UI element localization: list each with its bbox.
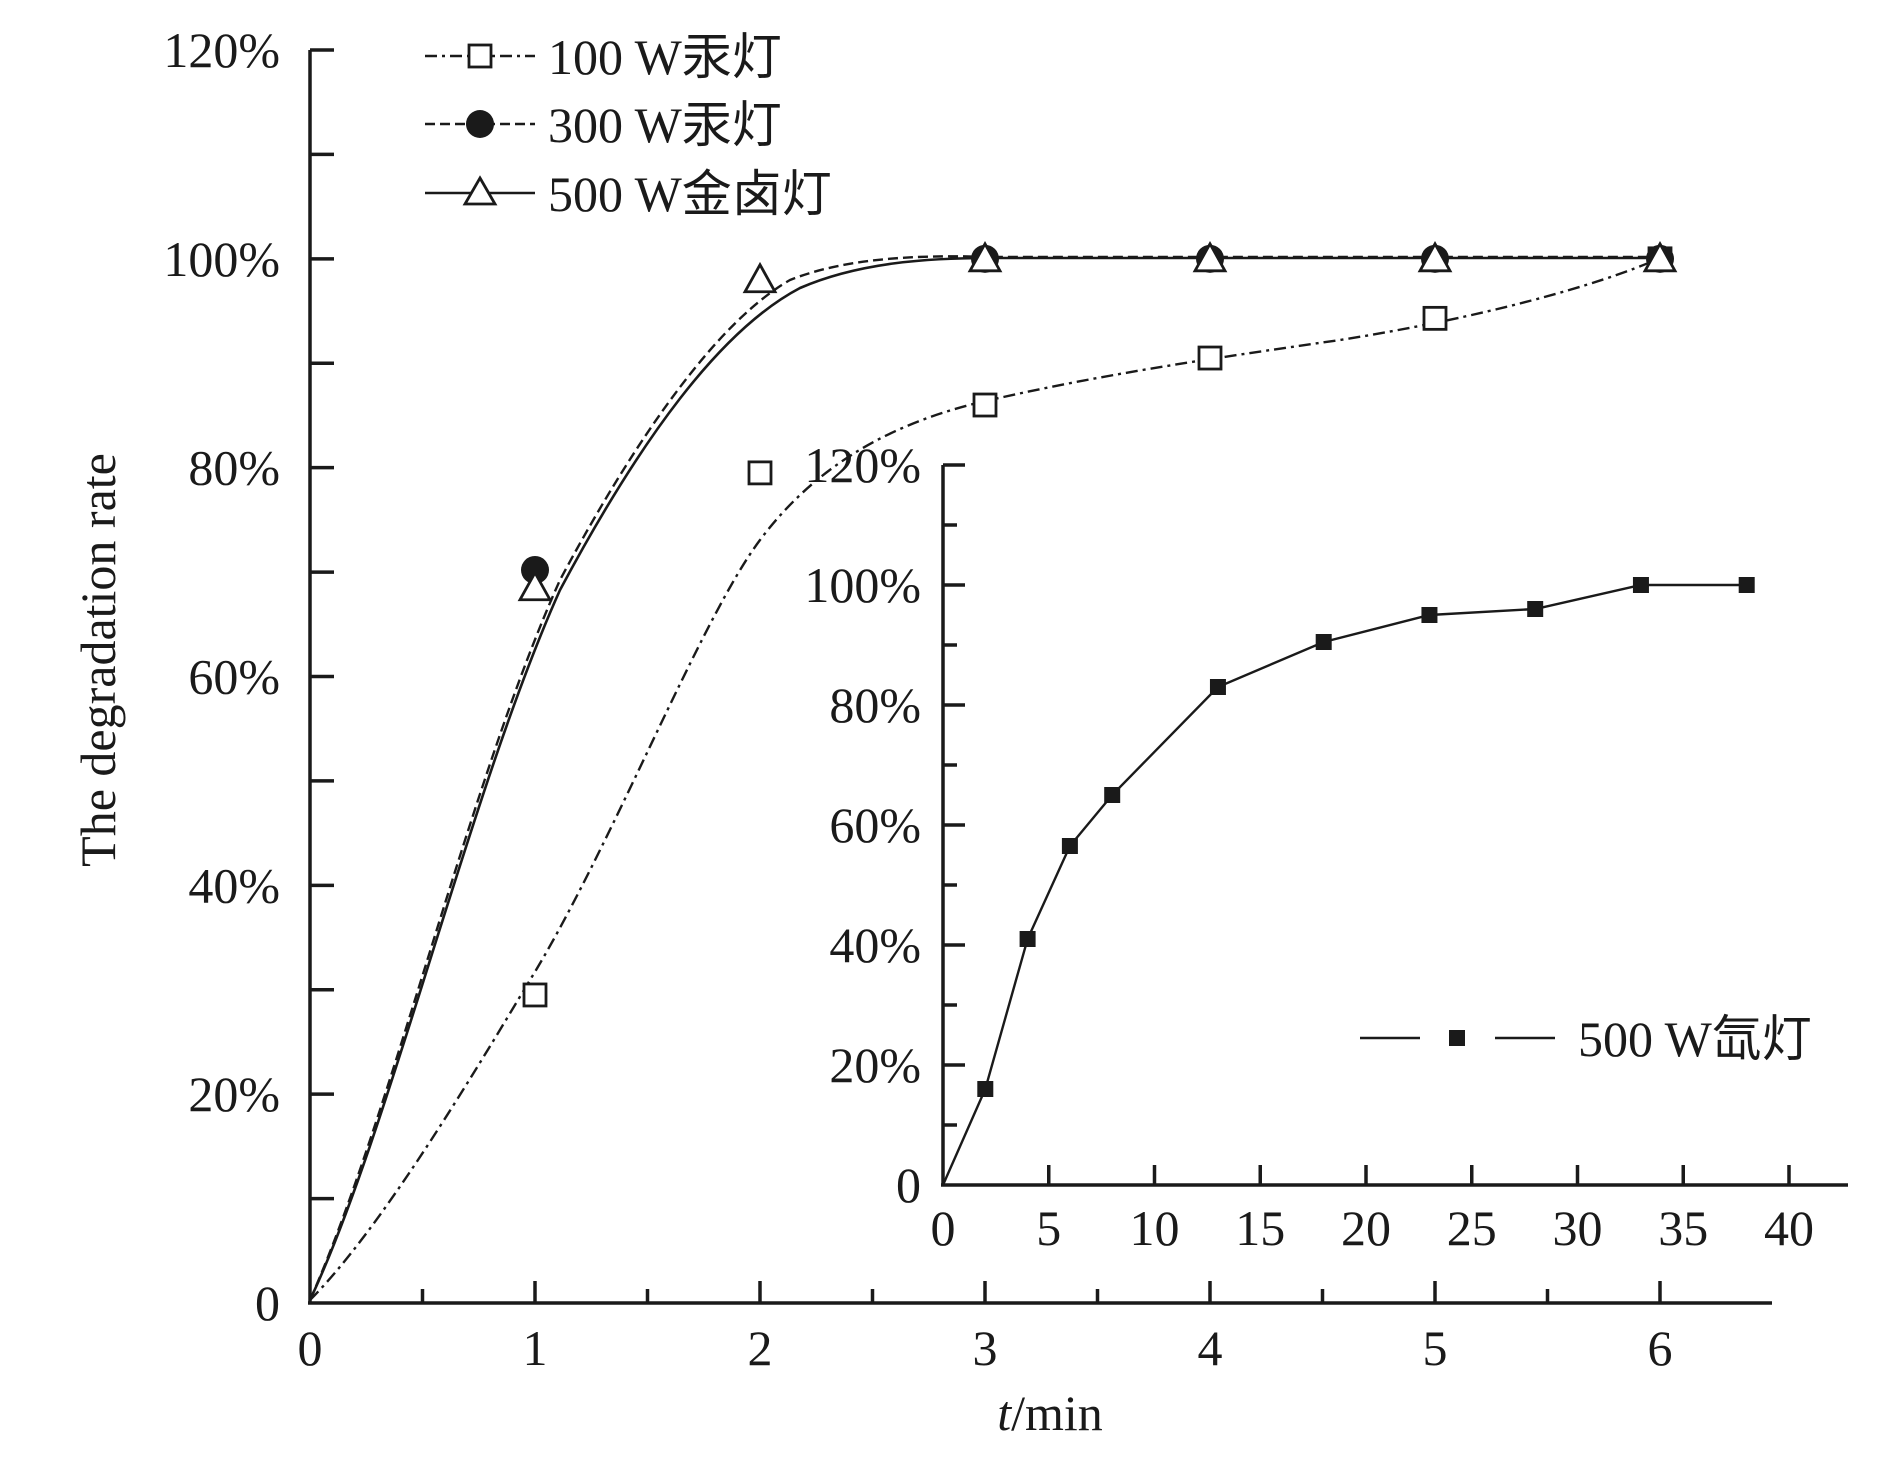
main-y-tick-label: 0 [255, 1275, 280, 1331]
main-point-series-2 [1642, 240, 1678, 273]
inset-point [1738, 577, 1755, 593]
inset-x-tick-label: 10 [1130, 1200, 1180, 1256]
x-label-variable: t [997, 1385, 1012, 1441]
inset-legend-marker-filled-square [1449, 1030, 1465, 1046]
main-y-axis-label: The degradation rate [70, 453, 126, 867]
legend-marker-filled-circle [466, 110, 494, 138]
inset-x-tick-label: 20 [1341, 1200, 1391, 1256]
legend-entry-100w: 100 W汞灯 [425, 29, 782, 85]
main-point-series-0 [522, 982, 548, 1008]
main-point-series-2 [967, 240, 1003, 273]
inset-point [1104, 787, 1121, 803]
main-point-series-2 [517, 569, 553, 602]
main-x-tick-label: 3 [973, 1320, 998, 1376]
fit-curve-100w [309, 256, 1661, 1301]
main-point-series-0 [1422, 305, 1448, 331]
inset-y-tick-label: 60% [829, 797, 921, 853]
main-x-tick-label: 6 [1648, 1320, 1673, 1376]
fit-curve-500w-metal-halide [308, 256, 1660, 1301]
inset-y-tick-label: 100% [804, 557, 921, 613]
main-y-tick-label: 120% [163, 22, 280, 78]
inset-legend: 500 W氙灯 [1360, 1011, 1812, 1067]
x-label-unit: /min [1011, 1385, 1103, 1441]
inset-x-tick-label: 30 [1553, 1200, 1603, 1256]
inset-point [1421, 607, 1438, 623]
inset-point [1061, 838, 1078, 854]
inset-plot: 0 5 10 15 20 25 30 35 40 0 20% 40% 60% 80% 100% 120% 50… [804, 437, 1848, 1256]
legend-label-100w: 100 W汞灯 [548, 29, 782, 85]
inset-y-tick-label: 120% [804, 437, 921, 493]
inset-point [977, 1081, 994, 1097]
main-y-tick-label: 60% [188, 649, 280, 705]
inset-y-tick-label: 80% [829, 677, 921, 733]
main-y-tick-label: 80% [188, 440, 280, 496]
main-x-axis-label: t/min [997, 1385, 1103, 1441]
inset-x-tick-label: 15 [1235, 1200, 1285, 1256]
inset-x-tick-label: 25 [1447, 1200, 1497, 1256]
main-y-tick-label: 20% [188, 1066, 280, 1122]
inset-x-tick-label: 0 [931, 1200, 956, 1256]
legend-label-500w-metal-halide: 500 W金卤灯 [548, 166, 832, 222]
main-x-tick-label: 2 [748, 1320, 773, 1376]
main-y-tick-label: 40% [188, 857, 280, 913]
main-point-series-2 [1417, 240, 1453, 273]
legend-label-300w: 300 W汞灯 [548, 97, 782, 153]
inset-y-tick-label: 40% [829, 917, 921, 973]
main-ticks: 0 1 2 3 4 5 6 0 20% 40% 60% 80% 100% 120% [163, 22, 1672, 1376]
main-point-series-2 [1192, 240, 1228, 273]
inset-x-tick-label: 40 [1764, 1200, 1814, 1256]
inset-x-tick-label: 35 [1658, 1200, 1708, 1256]
inset-y-tick-label: 0 [896, 1157, 921, 1213]
inset-y-tick-label: 20% [829, 1037, 921, 1093]
main-markers [517, 240, 1678, 1008]
inset-x-tick-label: 5 [1036, 1200, 1061, 1256]
main-point-series-0 [972, 392, 998, 418]
inset-series [941, 577, 1755, 1186]
main-x-tick-label: 4 [1198, 1320, 1223, 1376]
main-plot: 0 1 2 3 4 5 6 0 20% 40% 60% 80% 100% 120% The degrada… [70, 22, 1772, 1441]
legend-marker-open-triangle [462, 175, 498, 206]
main-x-tick-label: 0 [298, 1320, 323, 1376]
main-x-tick-label: 5 [1423, 1320, 1448, 1376]
legend-entry-500w-metal-halide: 500 W金卤灯 [425, 166, 832, 222]
inset-ticks: 0 5 10 15 20 25 30 35 40 0 20% 40% 60% 80% 100% 120% [804, 437, 1814, 1256]
inset-point [1315, 634, 1332, 650]
inset-point [1019, 931, 1036, 947]
main-point-series-0 [747, 460, 773, 486]
inset-point [1632, 577, 1649, 593]
main-legend: 100 W汞灯 300 W汞灯 500 W金卤灯 [425, 29, 832, 222]
inset-legend-label-xenon: 500 W氙灯 [1578, 1011, 1812, 1067]
fit-curve-300w [308, 255, 1660, 1301]
main-x-tick-label: 1 [523, 1320, 548, 1376]
main-fitted-curves [308, 255, 1661, 1301]
inset-series-line [941, 583, 1747, 1186]
main-point-series-2 [742, 261, 778, 294]
legend-marker-open-square [467, 43, 493, 69]
main-y-tick-label: 100% [163, 231, 280, 287]
inset-point [1527, 601, 1544, 617]
inset-point [1209, 679, 1226, 695]
main-point-series-0 [1197, 345, 1223, 371]
legend-entry-300w: 300 W汞灯 [425, 97, 782, 153]
